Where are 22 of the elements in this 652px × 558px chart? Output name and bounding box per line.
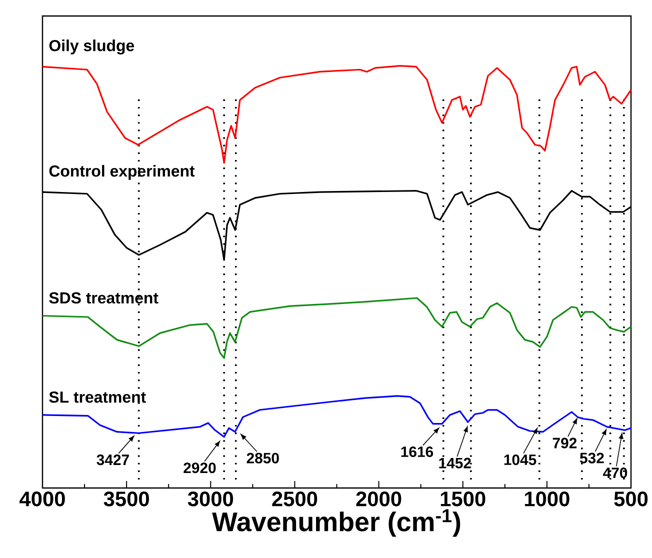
annotation: 1452	[439, 458, 471, 468]
x-tick-label: 4000	[20, 492, 65, 506]
x-axis-title: Wavenumber (cm$^{-1}$)	[212, 509, 460, 537]
annotation: 2920	[184, 462, 216, 474]
x-tick-label: 500	[614, 492, 648, 506]
annotation: 3427	[96, 454, 129, 466]
series-label: Oily sludge	[49, 40, 134, 54]
x-tick-label: 1000	[524, 492, 570, 506]
annotation: 792	[552, 438, 577, 448]
x-tick-label: 2500	[272, 492, 318, 506]
series-label: SDS treatment	[49, 292, 158, 304]
annotation: 1045	[504, 454, 536, 466]
annotation: 2850	[246, 452, 279, 464]
x-tick-label: 2000	[356, 492, 402, 506]
annotation: 470	[603, 468, 628, 478]
series-label: SL treatment	[49, 391, 146, 403]
x-tick-label: 3500	[104, 492, 149, 506]
series-label: Control experiment	[49, 164, 195, 180]
annotation: 1616	[401, 446, 434, 458]
annotation: 532	[580, 452, 604, 464]
x-tick-label: 1500	[440, 492, 486, 506]
x-tick-label: 3000	[188, 492, 234, 506]
